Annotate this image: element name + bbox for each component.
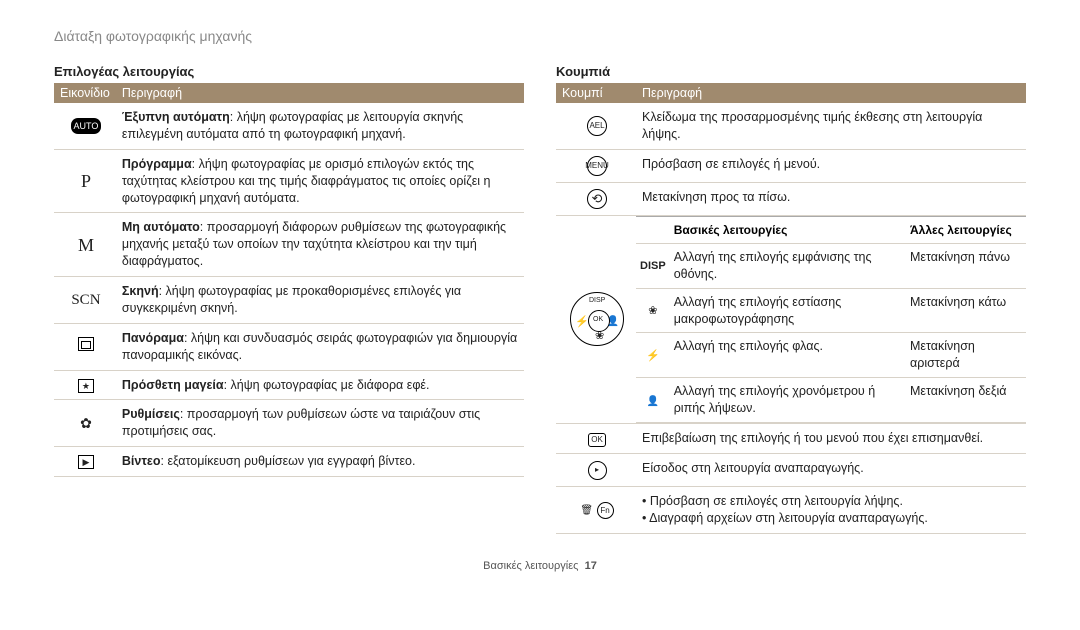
row-label: Ρυθμίσεις — [122, 407, 180, 421]
table-row: Είσοδος στη λειτουργία αναπαραγωγής. — [556, 454, 1026, 487]
row-text: Είσοδος στη λειτουργία αναπαραγωγής. — [636, 454, 1026, 487]
menu-icon: MENU — [587, 156, 607, 176]
fn-list: Πρόσβαση σε επιλογές στη λειτουργία λήψη… — [642, 493, 1022, 527]
m-icon: M — [78, 235, 94, 255]
footer-label: Βασικές λειτουργίες — [483, 560, 578, 572]
th-basic: Βασικές λειτουργίες — [670, 216, 906, 243]
table-row: AEL Κλείδωμα της προσαρμοσμένης τιμής έκ… — [556, 103, 1026, 149]
row-label: Πρόσθετη μαγεία — [122, 378, 224, 392]
dpad-subtable: Βασικές λειτουργίες Άλλες λειτουργίες DI… — [636, 216, 1026, 423]
gear-icon — [80, 417, 92, 431]
mode-dial-table: Εικονίδιο Περιγραφή AUTO Έξυπνη αυτόματη… — [54, 83, 524, 477]
content-columns: Επιλογέας λειτουργίας Εικονίδιο Περιγραφ… — [54, 64, 1026, 534]
mode-dial-heading: Επιλογέας λειτουργίας — [54, 64, 524, 79]
row-text: Κλείδωμα της προσαρμοσμένης τιμής έκθεση… — [636, 103, 1026, 149]
list-item: Πρόσβαση σε επιλογές στη λειτουργία λήψη… — [642, 493, 1022, 510]
table-row: Πρόσθετη μαγεία: λήψη φωτογραφίας με διά… — [54, 370, 524, 400]
mode-dial-section: Επιλογέας λειτουργίας Εικονίδιο Περιγραφ… — [54, 64, 524, 534]
th-description: Περιγραφή — [636, 83, 1026, 103]
table-row: OK Επιβεβαίωση της επιλογής ή του μενού … — [556, 423, 1026, 453]
timer-icon — [647, 393, 659, 407]
table-row: Αλλαγή της επιλογής χρονόμετρου ή ριπής … — [636, 378, 1026, 423]
row-label: Πανόραμα — [122, 331, 184, 345]
dpad-ok-label: OK — [593, 315, 603, 324]
back-icon — [587, 189, 607, 209]
table-row: P Πρόγραμμα: λήψη φωτογραφίας με ορισμό … — [54, 149, 524, 213]
page-footer: Βασικές λειτουργίες 17 — [54, 560, 1026, 572]
table-row: Πανόραμα: λήψη και συνδυασμός σειράς φωτ… — [54, 323, 524, 370]
cell-other: Μετακίνηση δεξιά — [906, 378, 1026, 423]
table-row: Αλλαγή της επιλογής εστίασης μακροφωτογρ… — [636, 288, 1026, 333]
page-title: Διάταξη φωτογραφικής μηχανής — [54, 28, 1026, 44]
trash-icon — [580, 502, 593, 516]
macro-icon — [648, 303, 657, 317]
p-icon: P — [81, 171, 91, 191]
cell-basic: Αλλαγή της επιλογής εστίασης μακροφωτογρ… — [670, 288, 906, 333]
row-label: Σκηνή — [122, 284, 159, 298]
table-row: Ρυθμίσεις: προσαρμογή των ρυθμίσεων ώστε… — [54, 400, 524, 447]
row-text: Επιβεβαίωση της επιλογής ή του μενού που… — [636, 423, 1026, 453]
buttons-table: Κουμπί Περιγραφή AEL Κλείδωμα της προσαρ… — [556, 83, 1026, 534]
page-number: 17 — [585, 560, 597, 572]
magic-icon — [78, 379, 94, 393]
th-description: Περιγραφή — [116, 83, 524, 103]
disp-label: DISP — [640, 260, 666, 272]
row-text: : λήψη φωτογραφίας με προκαθορισμένες επ… — [122, 284, 461, 315]
table-row: MENU Πρόσβαση σε επιλογές ή μενού. — [556, 149, 1026, 182]
dpad-timer-icon — [607, 315, 619, 329]
panorama-icon — [78, 337, 94, 351]
row-label: Μη αυτόματο — [122, 220, 200, 234]
cell-other: Μετακίνηση αριστερά — [906, 333, 1026, 378]
table-row: M Μη αυτόματο: προσαρμογή διάφορων ρυθμί… — [54, 213, 524, 277]
cell-basic: Αλλαγή της επιλογής εμφάνισης της οθόνης… — [670, 243, 906, 288]
auto-icon: AUTO — [71, 118, 102, 134]
table-row: DISP OK Βασικές λειτουργίες Ά — [556, 215, 1026, 423]
video-icon — [78, 455, 94, 469]
th-icon: Εικονίδιο — [54, 83, 116, 103]
fn-icon: Fn — [597, 502, 614, 519]
row-text: Μετακίνηση προς τα πίσω. — [636, 182, 1026, 215]
list-item: Διαγραφή αρχείων στη λειτουργία αναπαραγ… — [642, 510, 1022, 527]
cell-other: Μετακίνηση κάτω — [906, 288, 1026, 333]
table-row: Fn Πρόσβαση σε επιλογές στη λειτουργία λ… — [556, 487, 1026, 534]
buttons-heading: Κουμπιά — [556, 64, 1026, 79]
dpad-macro-icon — [595, 329, 604, 344]
row-text: : λήψη φωτογραφίας με διάφορα εφέ. — [224, 378, 430, 392]
ok-icon: OK — [588, 433, 606, 447]
row-label: Βίντεο — [122, 454, 161, 468]
th-button: Κουμπί — [556, 83, 636, 103]
table-row: SCN Σκηνή: λήψη φωτογραφίας με προκαθορι… — [54, 277, 524, 324]
table-row: Αλλαγή της επιλογής φλας. Μετακίνηση αρι… — [636, 333, 1026, 378]
cell-basic: Αλλαγή της επιλογής φλας. — [670, 333, 906, 378]
scn-icon: SCN — [71, 292, 100, 308]
table-row: AUTO Έξυπνη αυτόματη: λήψη φωτογραφίας μ… — [54, 103, 524, 149]
buttons-section: Κουμπιά Κουμπί Περιγραφή AEL Κλείδωμα τη… — [556, 64, 1026, 534]
dpad-flash-icon — [575, 315, 589, 330]
th-other: Άλλες λειτουργίες — [906, 216, 1026, 243]
dpad-disp-label: DISP — [589, 296, 605, 305]
cell-basic: Αλλαγή της επιλογής χρονόμετρου ή ριπής … — [670, 378, 906, 423]
table-row: Βίντεο: εξατομίκευση ρυθμίσεων για εγγρα… — [54, 447, 524, 477]
row-text: : εξατομίκευση ρυθμίσεων για εγγραφή βίν… — [161, 454, 416, 468]
flash-icon — [646, 348, 660, 362]
dpad-icon: DISP OK — [570, 292, 624, 346]
row-label: Έξυπνη αυτόματη — [122, 110, 230, 124]
playback-icon — [588, 461, 607, 480]
ael-icon: AEL — [587, 116, 607, 136]
cell-other: Μετακίνηση πάνω — [906, 243, 1026, 288]
row-label: Πρόγραμμα — [122, 157, 192, 171]
row-text: Πρόσβαση σε επιλογές ή μενού. — [636, 149, 1026, 182]
table-row: Μετακίνηση προς τα πίσω. — [556, 182, 1026, 215]
table-row: DISP Αλλαγή της επιλογής εμφάνισης της ο… — [636, 243, 1026, 288]
